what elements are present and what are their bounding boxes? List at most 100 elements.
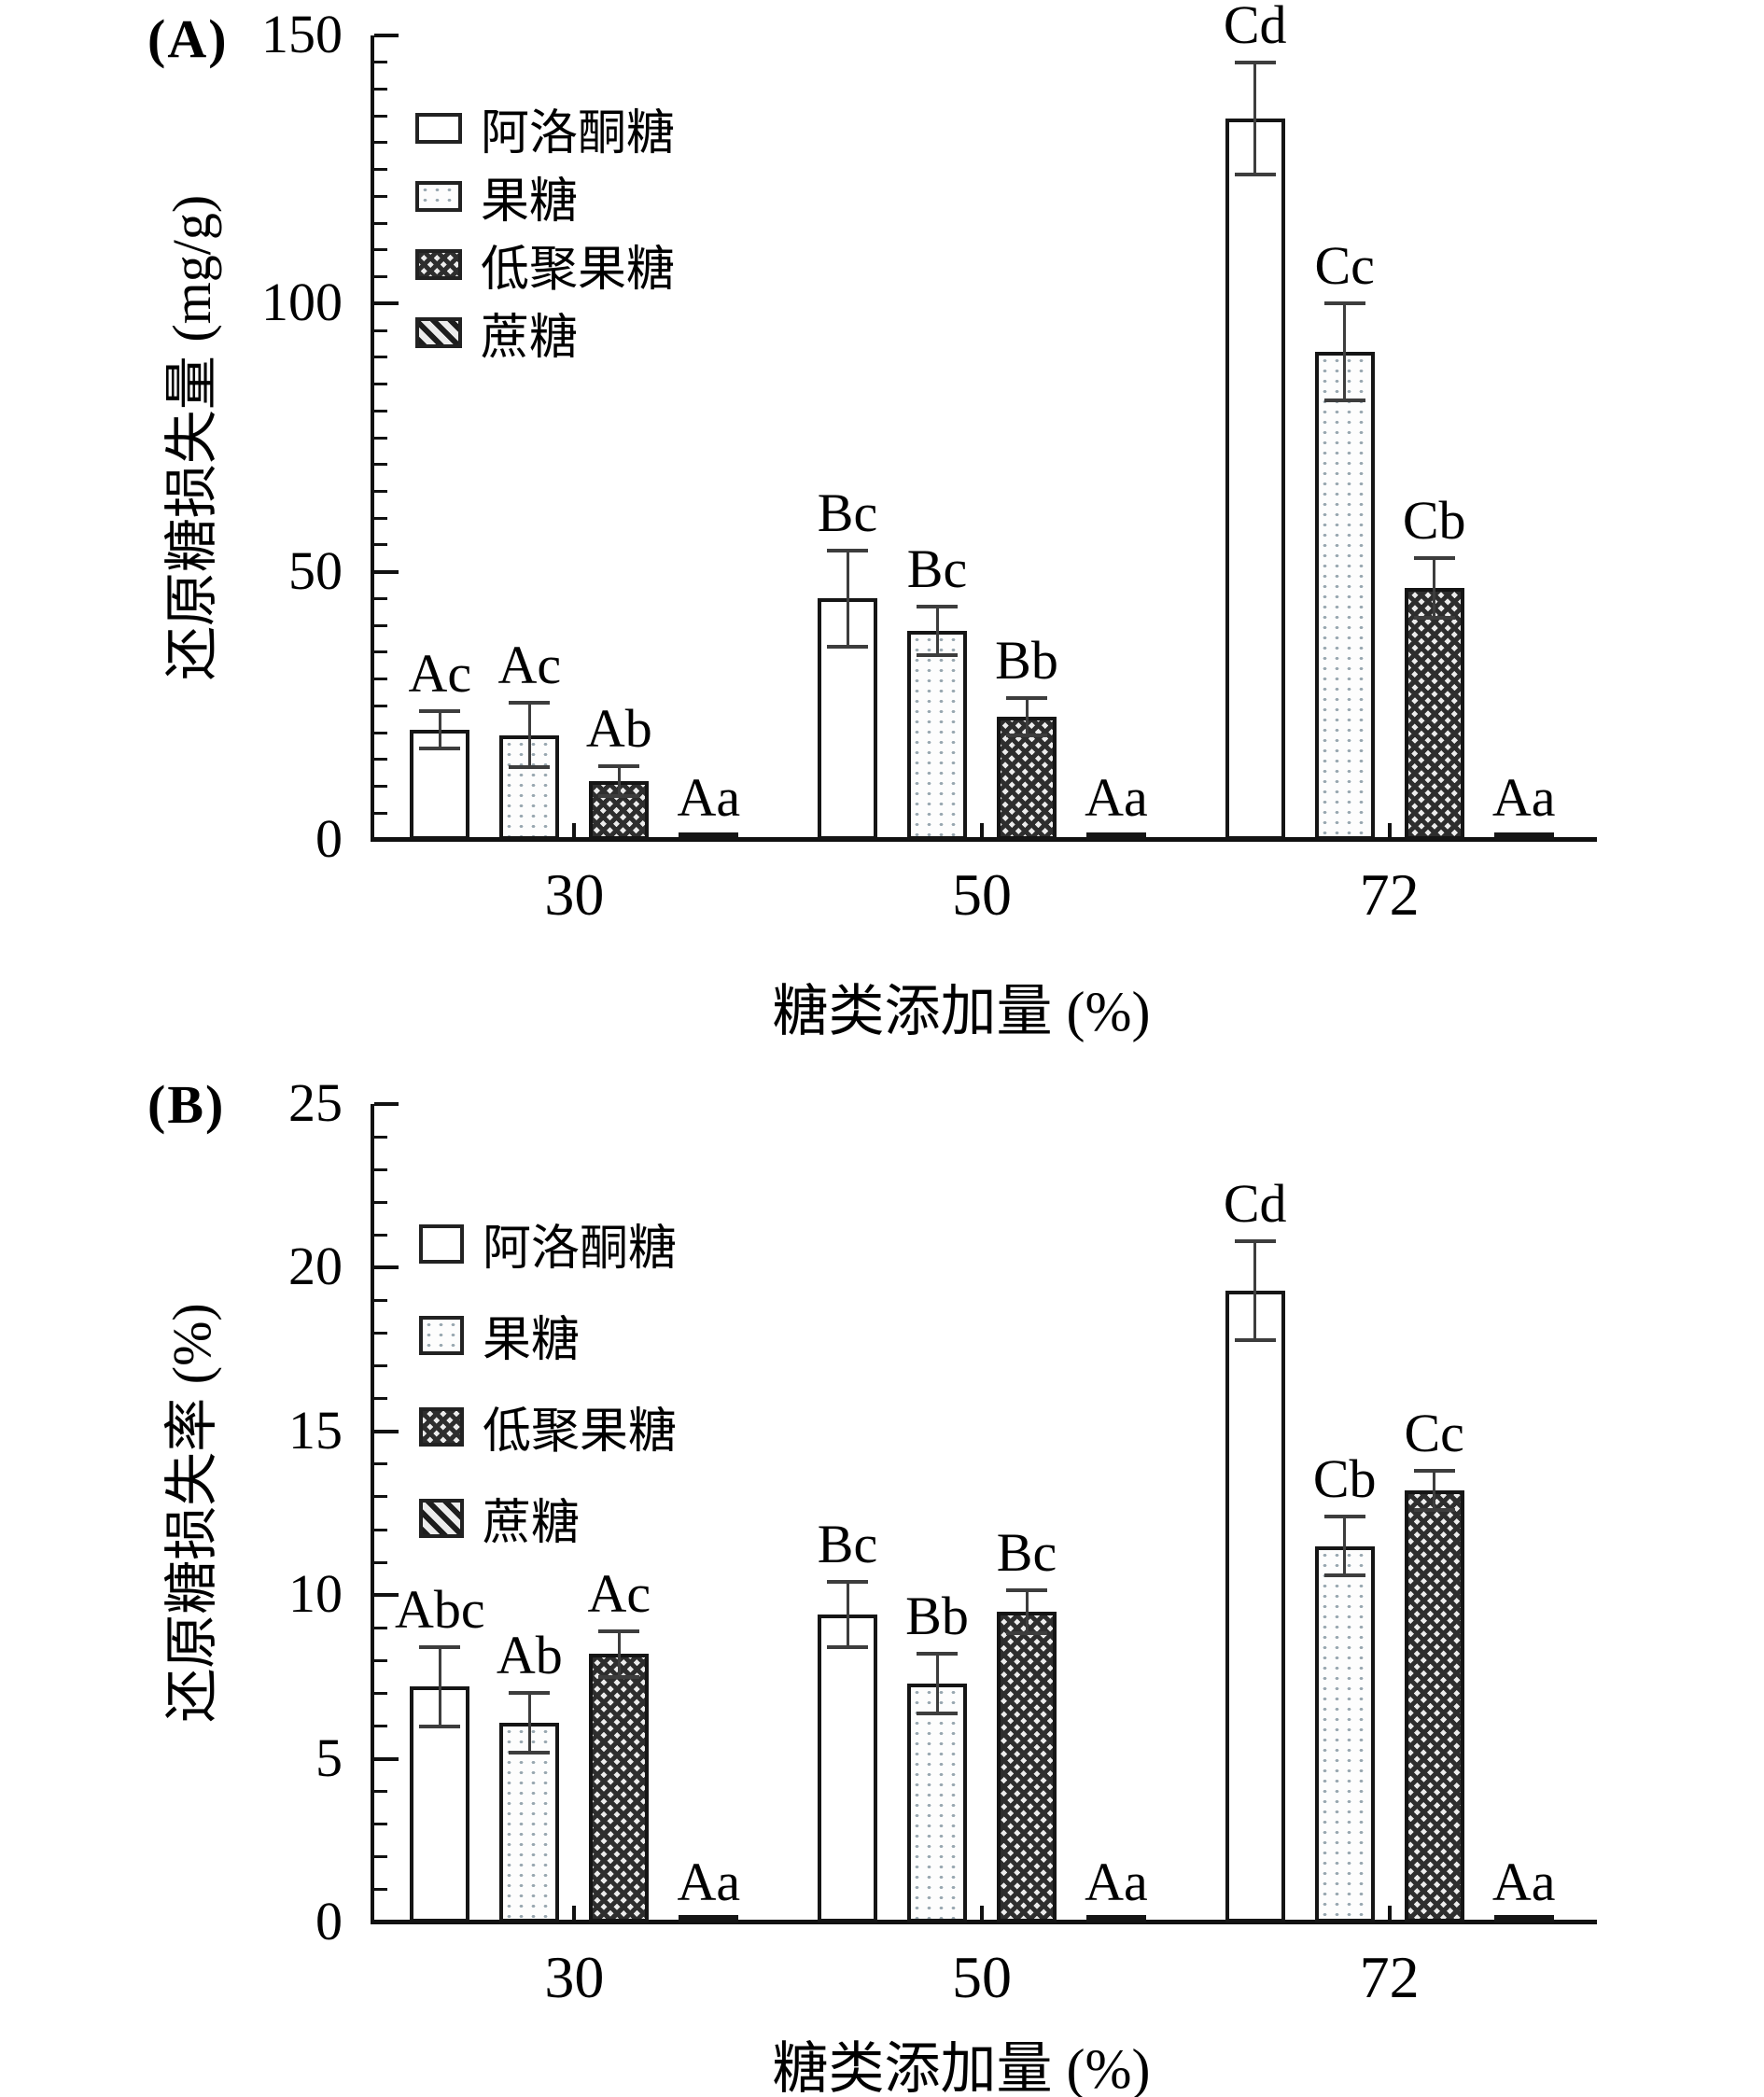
error-bar-cap-bottom — [1413, 615, 1455, 620]
y-minor-tick — [374, 785, 387, 789]
error-bar-cap-bottom — [1006, 733, 1047, 737]
significance-label: Aa — [1085, 1851, 1148, 1912]
bar-dots-72 — [1314, 352, 1375, 840]
bar-checker-72 — [1404, 587, 1464, 840]
error-bar-cap-bottom — [1323, 1573, 1365, 1578]
y-major-tick — [374, 838, 399, 842]
error-bar — [846, 550, 849, 648]
x-tick — [1387, 1906, 1392, 1922]
y-minor-tick — [374, 1135, 387, 1139]
error-bar — [935, 1654, 939, 1713]
y-minor-tick — [374, 596, 387, 600]
y-tick-label: 50 — [288, 539, 343, 601]
y-tick-label: 15 — [288, 1399, 343, 1461]
y-major-tick — [374, 1265, 399, 1270]
error-bar — [1343, 303, 1347, 400]
x-axis — [371, 1920, 1597, 1924]
y-minor-tick — [374, 329, 387, 332]
x-tick — [980, 823, 984, 840]
x-category-label: 72 — [1359, 861, 1420, 928]
y-minor-tick — [374, 1560, 387, 1564]
error-bar-cap-bottom — [1234, 1337, 1276, 1342]
significance-label: Aa — [677, 1851, 741, 1912]
bar-white-50 — [818, 598, 877, 840]
x-tick — [572, 1906, 577, 1922]
error-bar-cap-bottom — [917, 652, 958, 657]
error-bar-cap-bottom — [419, 1724, 461, 1728]
significance-label: Ac — [587, 1562, 651, 1624]
y-minor-tick — [374, 383, 387, 386]
error-bar-cap-top — [598, 763, 640, 768]
bar-dots-50 — [907, 1683, 967, 1922]
panel-b-x-axis-title: 糖类添加量 (%) — [772, 2038, 1151, 2097]
legend-swatch-white — [415, 113, 462, 144]
legend-item: 低聚果糖 — [419, 1391, 677, 1461]
error-bar — [935, 607, 939, 655]
y-minor-tick — [374, 1364, 387, 1368]
significance-label: Aa — [1085, 767, 1148, 829]
y-minor-tick — [374, 811, 387, 815]
x-tick — [980, 1906, 984, 1922]
y-minor-tick — [374, 1298, 387, 1302]
panel-a-y-axis-title: 还原糖损失量 (mg/g) — [161, 194, 222, 681]
y-axis — [371, 35, 374, 840]
bar-diagonal-30 — [679, 1915, 739, 1922]
bar-checker-50 — [997, 716, 1057, 840]
bar-dots-50 — [907, 630, 967, 840]
legend-item: 果糖 — [419, 1300, 580, 1370]
error-bar-cap-top — [917, 1652, 958, 1657]
error-bar — [438, 711, 441, 749]
significance-label: Cd — [1223, 1173, 1287, 1235]
y-minor-tick — [374, 1823, 387, 1826]
legend-swatch-white — [419, 1223, 464, 1264]
y-minor-tick — [374, 221, 387, 225]
error-bar — [438, 1647, 441, 1727]
error-bar-cap-top — [1413, 556, 1455, 561]
error-bar-cap-bottom — [827, 645, 868, 650]
x-category-label: 50 — [952, 1944, 1012, 2010]
y-minor-tick — [374, 650, 387, 654]
bar-diagonal-50 — [1086, 832, 1146, 840]
error-bar-cap-top — [827, 548, 868, 552]
error-bar-cap-bottom — [917, 1711, 958, 1715]
error-bar-cap-top — [1006, 695, 1047, 700]
significance-label: Ab — [496, 1625, 563, 1686]
y-minor-tick — [374, 1528, 387, 1531]
bar-checker-72 — [1404, 1489, 1464, 1922]
significance-label: Abc — [395, 1579, 485, 1641]
significance-label: Aa — [1491, 1851, 1556, 1912]
y-minor-tick — [374, 409, 387, 412]
error-bar — [1253, 62, 1257, 175]
bar-diagonal-72 — [1493, 1915, 1554, 1922]
y-minor-tick — [374, 1200, 387, 1204]
y-minor-tick — [374, 194, 387, 198]
significance-label: Bc — [817, 482, 878, 543]
y-axis — [371, 1104, 374, 1922]
y-tick-label: 150 — [261, 4, 343, 64]
error-bar — [1343, 1517, 1347, 1576]
x-category-label: 30 — [544, 861, 605, 928]
y-major-tick — [374, 569, 399, 574]
x-category-label: 30 — [544, 1944, 605, 2010]
bar-white-50 — [818, 1615, 877, 1922]
legend-swatch-checker — [415, 249, 462, 280]
error-bar-cap-top — [1234, 1239, 1276, 1244]
y-minor-tick — [374, 275, 387, 279]
significance-label: Cb — [1402, 490, 1466, 552]
error-bar-cap-bottom — [1323, 398, 1365, 402]
x-category-label: 50 — [952, 861, 1012, 928]
y-major-tick — [374, 1921, 399, 1924]
error-bar-cap-top — [509, 701, 551, 706]
legend-label: 低聚果糖 — [481, 244, 676, 297]
y-major-tick — [374, 301, 399, 306]
y-major-tick — [374, 34, 399, 37]
legend-item: 低聚果糖 — [415, 230, 675, 300]
significance-label: Cb — [1312, 1448, 1377, 1510]
y-tick-label: 25 — [288, 1072, 343, 1133]
y-minor-tick — [374, 1691, 387, 1695]
y-major-tick — [374, 1593, 399, 1598]
significance-label: Bc — [996, 1521, 1057, 1583]
error-bar — [1025, 697, 1029, 735]
y-minor-tick — [374, 114, 387, 118]
y-tick-label: 0 — [315, 808, 343, 869]
